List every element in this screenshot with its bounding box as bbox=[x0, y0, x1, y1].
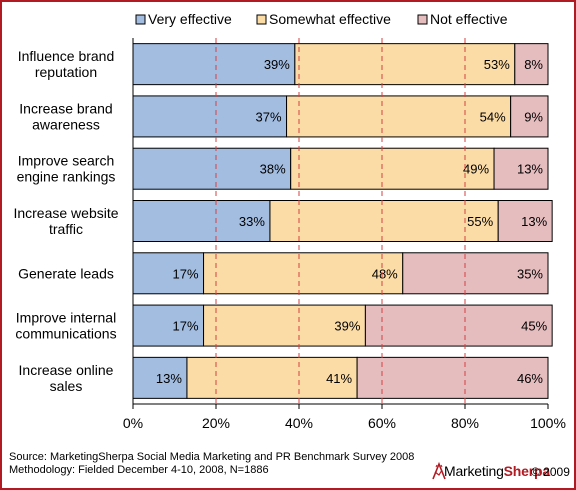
chart-footer: Source: MarketingSherpa Social Media Mar… bbox=[9, 451, 414, 477]
legend-label-2: Somewhat effective bbox=[269, 11, 391, 27]
x-tick-label-5: 80% bbox=[451, 415, 479, 431]
bar-2-3 bbox=[290, 147, 495, 190]
data-label-1-7: 13% bbox=[156, 371, 182, 386]
category-label-6-line-2: communications bbox=[15, 326, 116, 342]
data-label-3-4: 13% bbox=[521, 214, 547, 229]
data-label-2-7: 41% bbox=[326, 371, 352, 386]
bar-3-2 bbox=[510, 95, 549, 138]
source-note: Source: MarketingSherpa Social Media Mar… bbox=[9, 451, 415, 463]
data-label-1-1: 39% bbox=[264, 57, 290, 72]
data-label-3-5: 35% bbox=[517, 266, 543, 281]
legend-label-3: Not effective bbox=[430, 11, 508, 27]
data-label-1-2: 37% bbox=[256, 109, 282, 124]
data-label-2-1: 53% bbox=[484, 57, 510, 72]
data-label-1-5: 17% bbox=[173, 266, 199, 281]
legend-swatch-2 bbox=[256, 14, 267, 25]
data-label-1-6: 17% bbox=[173, 319, 199, 334]
data-label-2-2: 54% bbox=[480, 109, 506, 124]
logo-wordmark: MarketingSherpa bbox=[444, 463, 550, 479]
data-label-3-3: 13% bbox=[517, 162, 543, 177]
bar-1-2 bbox=[132, 95, 288, 138]
bar-3-3 bbox=[493, 147, 549, 190]
category-label-5-line-1: Generate leads bbox=[18, 265, 114, 281]
category-label-6-line-1: Improve internal bbox=[16, 310, 116, 326]
bar-3-6 bbox=[364, 304, 553, 347]
category-label-3-line-2: engine rankings bbox=[17, 169, 116, 185]
methodology-note: Methodology: Fielded December 4-10, 2008… bbox=[9, 464, 269, 476]
bar-2-4 bbox=[269, 200, 499, 242]
data-label-2-4: 55% bbox=[467, 214, 493, 229]
x-tick-label-6: 100% bbox=[530, 415, 566, 431]
data-label-2-5: 48% bbox=[372, 266, 398, 281]
category-label-7-line-1: Increase online bbox=[19, 362, 114, 378]
bar-3-7 bbox=[356, 356, 549, 399]
category-label-1-line-1: Influence brand bbox=[18, 48, 115, 64]
data-label-3-1: 8% bbox=[524, 57, 543, 72]
category-label-2-line-2: awareness bbox=[32, 116, 100, 132]
legend-swatch-1 bbox=[135, 14, 146, 25]
copyright-note: © 2009 bbox=[531, 465, 570, 479]
bar-2-1 bbox=[294, 43, 516, 86]
bar-3-4 bbox=[497, 200, 553, 242]
x-tick-label-4: 60% bbox=[368, 415, 396, 431]
category-label-3-line-1: Improve search bbox=[18, 153, 114, 169]
data-label-2-3: 49% bbox=[463, 162, 489, 177]
category-label-4-line-2: traffic bbox=[49, 221, 83, 237]
legend-label-1: Very effective bbox=[148, 11, 232, 27]
category-label-7-line-2: sales bbox=[50, 378, 83, 394]
bar-2-2 bbox=[286, 95, 512, 138]
data-label-1-4: 33% bbox=[239, 214, 265, 229]
bar-2-7 bbox=[186, 356, 358, 399]
x-tick-label-1: 0% bbox=[123, 415, 143, 431]
bar-3-5 bbox=[402, 252, 549, 295]
bar-1-1 bbox=[132, 43, 296, 86]
x-tick-label-2: 20% bbox=[202, 415, 230, 431]
data-label-3-7: 46% bbox=[517, 371, 543, 386]
mountain-icon bbox=[432, 461, 446, 480]
legend-swatch-3 bbox=[417, 14, 428, 25]
data-label-1-3: 38% bbox=[260, 162, 286, 177]
category-label-1-line-2: reputation bbox=[35, 64, 97, 80]
data-label-3-2: 9% bbox=[524, 109, 543, 124]
data-label-3-6: 45% bbox=[521, 319, 547, 334]
bar-1-6 bbox=[132, 304, 205, 347]
bar-3-1 bbox=[514, 43, 549, 86]
data-label-2-6: 39% bbox=[334, 319, 360, 334]
category-label-4-line-1: Increase website bbox=[13, 205, 118, 221]
category-label-2-line-1: Increase brand bbox=[19, 100, 112, 116]
bar-2-5 bbox=[203, 252, 404, 295]
x-tick-label-3: 40% bbox=[285, 415, 313, 431]
